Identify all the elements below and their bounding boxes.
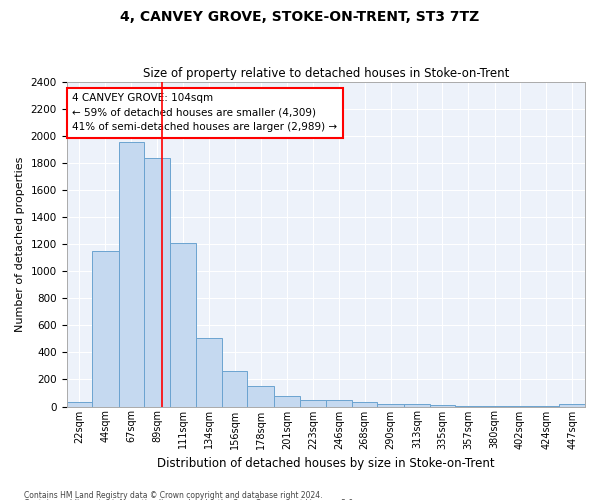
Bar	[119, 142, 144, 406]
Text: Contains public sector information licensed under the Open Government Licence v3: Contains public sector information licen…	[24, 499, 356, 500]
Bar	[222, 370, 247, 406]
Bar	[559, 404, 585, 406]
Bar	[67, 402, 92, 406]
Bar	[170, 243, 196, 406]
X-axis label: Distribution of detached houses by size in Stoke-on-Trent: Distribution of detached houses by size …	[157, 457, 494, 470]
Bar	[377, 404, 404, 406]
Bar	[92, 251, 119, 406]
Text: Contains HM Land Registry data © Crown copyright and database right 2024.: Contains HM Land Registry data © Crown c…	[24, 490, 323, 500]
Bar	[326, 400, 352, 406]
Y-axis label: Number of detached properties: Number of detached properties	[15, 156, 25, 332]
Bar	[352, 402, 377, 406]
Bar	[274, 396, 299, 406]
Bar	[144, 158, 170, 406]
Bar	[247, 386, 274, 406]
Bar	[196, 338, 222, 406]
Bar	[299, 400, 326, 406]
Bar	[404, 404, 430, 406]
Title: Size of property relative to detached houses in Stoke-on-Trent: Size of property relative to detached ho…	[143, 66, 509, 80]
Text: 4, CANVEY GROVE, STOKE-ON-TRENT, ST3 7TZ: 4, CANVEY GROVE, STOKE-ON-TRENT, ST3 7TZ	[121, 10, 479, 24]
Text: 4 CANVEY GROVE: 104sqm
← 59% of detached houses are smaller (4,309)
41% of semi-: 4 CANVEY GROVE: 104sqm ← 59% of detached…	[73, 93, 337, 132]
